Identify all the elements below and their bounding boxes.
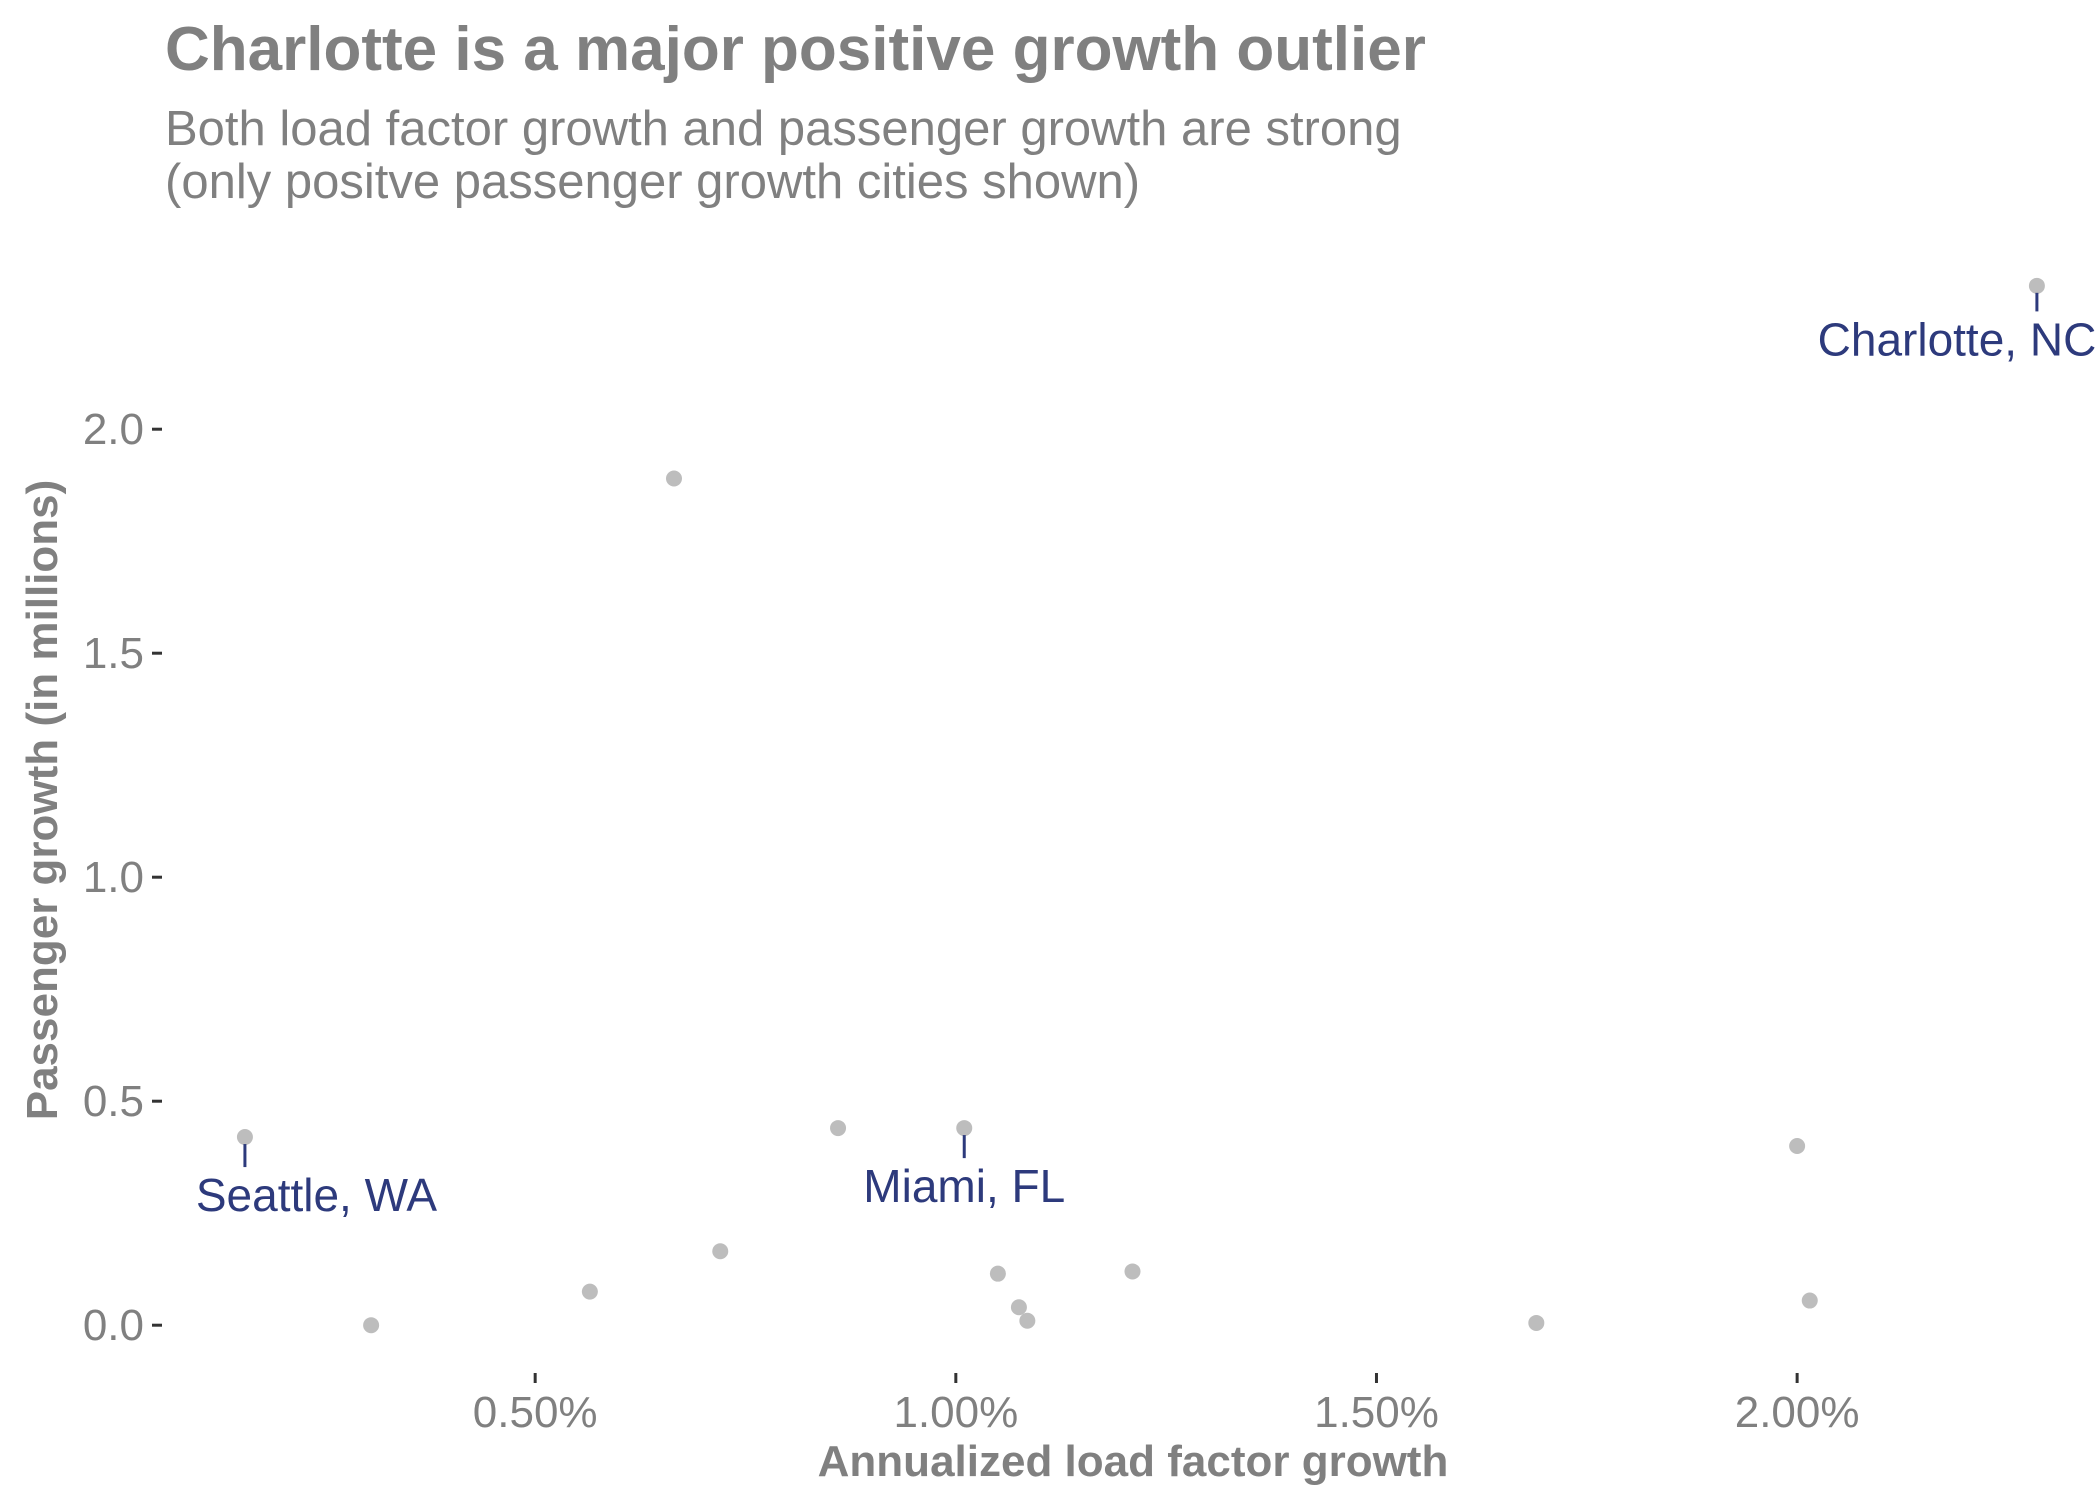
data-points	[236, 277, 2045, 1334]
x-tick-label: 0.50%	[473, 1388, 598, 1437]
y-axis: 0.0 0.5 1.0 1.5 2.0	[83, 405, 162, 1350]
data-point	[581, 1283, 598, 1300]
annotation-label: Miami, FL	[863, 1160, 1065, 1212]
data-point	[236, 1129, 253, 1146]
data-point	[1124, 1263, 1141, 1280]
data-point	[2028, 277, 2045, 294]
y-tick-label: 0.0	[83, 1301, 144, 1350]
data-point	[1801, 1292, 1818, 1309]
chart-subtitle-line-1: Both load factor growth and passenger gr…	[165, 102, 1402, 156]
x-tick-label: 1.50%	[1314, 1388, 1439, 1437]
y-axis-title: Passenger growth (in millions)	[18, 480, 67, 1121]
annotation-label: Seattle, WA	[196, 1169, 437, 1221]
chart-title: Charlotte is a major positive growth out…	[165, 15, 1426, 84]
data-point	[956, 1120, 973, 1137]
annotation-label: Charlotte, NC	[1818, 313, 2097, 365]
data-point	[1019, 1312, 1036, 1329]
data-point	[363, 1317, 380, 1334]
x-axis-title: Annualized load factor growth	[818, 1437, 1449, 1486]
y-tick-label: 1.5	[83, 629, 144, 678]
x-axis: 0.50% 1.00% 1.50% 2.00%	[473, 1373, 1860, 1437]
data-point	[712, 1243, 729, 1260]
x-tick-label: 1.00%	[893, 1388, 1018, 1437]
data-point	[1010, 1299, 1027, 1316]
data-point	[989, 1265, 1006, 1282]
y-tick-label: 2.0	[83, 405, 144, 454]
data-point	[1528, 1314, 1545, 1331]
y-tick-label: 0.5	[83, 1077, 144, 1126]
y-tick-label: 1.0	[83, 853, 144, 902]
x-tick-label: 2.00%	[1735, 1388, 1860, 1437]
chart-subtitle-line-2: (only positve passenger growth cities sh…	[165, 155, 1140, 209]
data-point	[665, 470, 682, 487]
annotations: Charlotte, NC Seattle, WA Miami, FL	[196, 292, 2097, 1221]
data-point	[830, 1120, 847, 1137]
data-point	[1789, 1138, 1806, 1154]
